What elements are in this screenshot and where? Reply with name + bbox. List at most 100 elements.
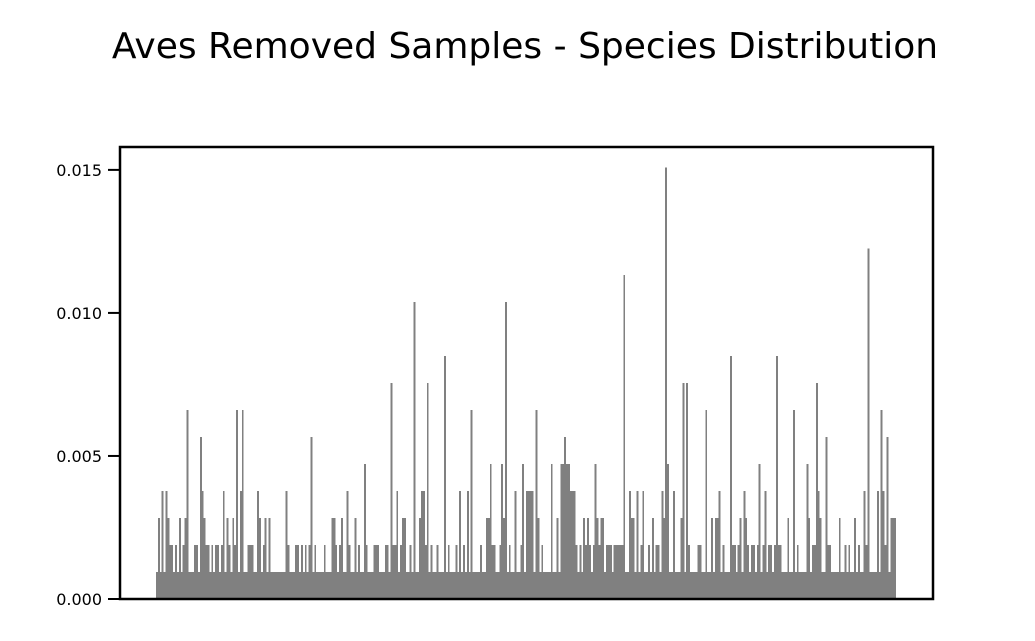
bar	[480, 544, 483, 599]
bar	[474, 572, 477, 599]
bar	[680, 518, 683, 599]
bar	[827, 544, 830, 599]
bar	[670, 572, 673, 599]
bar	[615, 544, 618, 599]
bar	[161, 491, 164, 599]
bar	[337, 572, 340, 599]
bar	[867, 248, 870, 599]
bar	[304, 544, 307, 599]
bar	[428, 572, 431, 599]
bar	[813, 544, 816, 599]
bar	[587, 518, 589, 599]
bar	[369, 572, 372, 599]
bar	[182, 544, 185, 599]
bar	[741, 572, 744, 599]
bar	[651, 518, 654, 599]
bar	[266, 572, 269, 599]
bar	[253, 572, 256, 599]
bar	[669, 572, 671, 599]
bar	[245, 572, 248, 599]
bar	[215, 544, 218, 599]
bar	[423, 491, 425, 599]
bar	[405, 572, 408, 599]
bar	[278, 572, 280, 599]
bar	[199, 437, 202, 599]
bar	[205, 544, 208, 599]
bar	[472, 572, 475, 599]
bar	[196, 544, 198, 599]
bar	[846, 572, 849, 599]
bar	[608, 544, 610, 599]
bar	[226, 518, 229, 599]
bar	[653, 572, 656, 599]
bar	[413, 302, 416, 599]
bar	[201, 491, 204, 599]
bar	[762, 544, 765, 599]
bar	[516, 572, 519, 599]
bar	[554, 572, 557, 599]
bar	[419, 518, 422, 599]
bar	[272, 572, 275, 599]
bar	[770, 544, 773, 599]
bar	[791, 572, 794, 599]
bar	[346, 491, 349, 599]
bar	[194, 544, 197, 599]
bar	[157, 518, 160, 599]
bar	[693, 572, 696, 599]
bar	[484, 572, 486, 599]
bar	[550, 463, 553, 599]
y-tick-label: 0.005	[56, 447, 102, 466]
bar	[308, 544, 311, 599]
bar	[426, 383, 429, 599]
bar	[854, 518, 856, 599]
bar	[402, 518, 404, 599]
bar	[661, 491, 664, 599]
bar	[358, 544, 361, 599]
bar	[642, 491, 645, 599]
bar	[619, 544, 622, 599]
bar	[829, 544, 832, 599]
bar	[888, 572, 891, 599]
bar	[476, 572, 479, 599]
bar	[156, 572, 158, 599]
bar	[705, 410, 708, 599]
bar	[810, 572, 813, 599]
bar	[621, 544, 624, 599]
bar	[232, 518, 235, 599]
bar	[562, 463, 565, 599]
bar	[382, 572, 385, 599]
bar	[453, 572, 456, 599]
bar	[403, 518, 406, 599]
bars-group	[156, 167, 896, 599]
bar	[258, 518, 261, 599]
bar	[627, 572, 629, 599]
bar	[348, 544, 351, 599]
bar	[394, 544, 397, 599]
bar	[890, 518, 893, 599]
bar	[251, 544, 254, 599]
bar	[220, 544, 223, 599]
bar	[865, 544, 868, 599]
bar	[674, 572, 677, 599]
bar	[323, 544, 326, 599]
bar	[815, 383, 818, 599]
bar	[752, 544, 755, 599]
bar	[754, 572, 757, 599]
y-tick-label: 0.010	[56, 304, 102, 323]
bar	[569, 491, 572, 599]
bar	[590, 572, 593, 599]
bar	[352, 572, 355, 599]
bar	[592, 544, 595, 599]
bar	[320, 572, 322, 599]
bar	[506, 572, 509, 599]
bar	[634, 572, 637, 599]
bar	[556, 518, 559, 599]
bar	[764, 491, 767, 599]
bar	[649, 572, 652, 599]
bar	[720, 572, 723, 599]
bar	[169, 544, 172, 599]
bar	[735, 572, 738, 599]
bar	[243, 572, 246, 599]
bar	[531, 491, 534, 599]
bar	[745, 518, 748, 599]
